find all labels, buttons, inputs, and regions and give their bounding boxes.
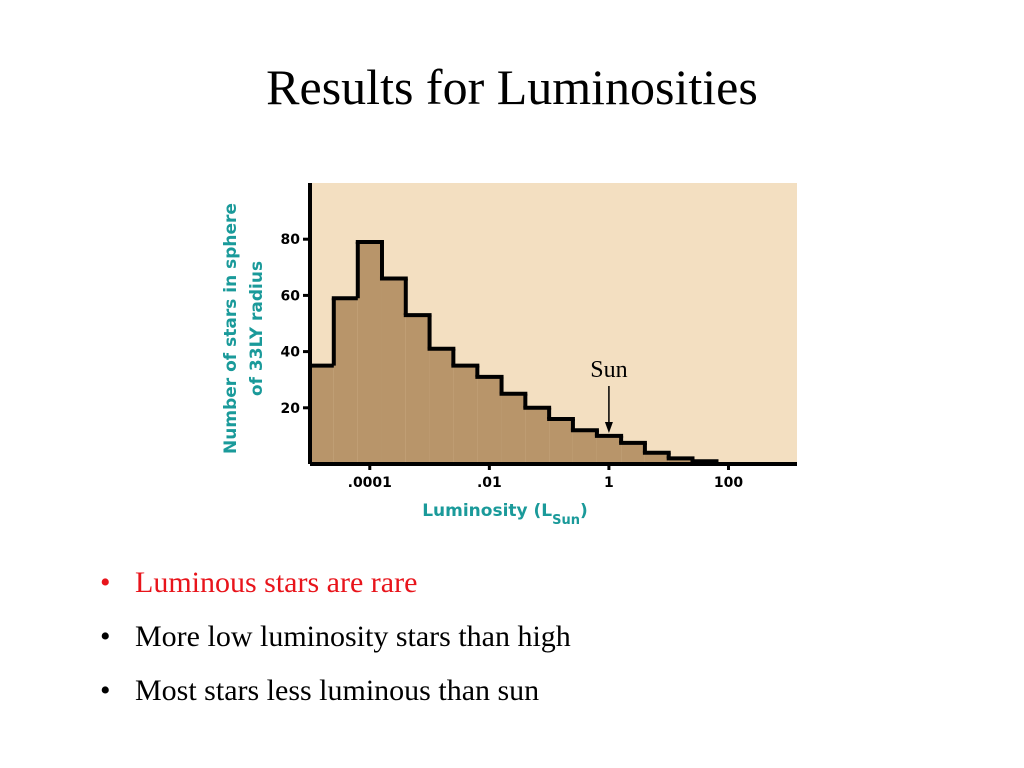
slide-title: Results for Luminosities <box>266 59 758 115</box>
x-axis-label-part: ) <box>580 501 588 521</box>
histogram-bar <box>453 365 478 464</box>
y-axis-label: of 33LY radius <box>247 261 267 396</box>
y-tick-label: 20 <box>281 401 301 417</box>
histogram-bar <box>405 315 430 464</box>
histogram-bar <box>477 376 502 464</box>
y-axis-label: Number of stars in sphere <box>221 203 241 454</box>
x-axis-label: Luminosity (LSun) <box>422 501 588 528</box>
histogram-bar <box>333 298 358 464</box>
x-tick-label: .01 <box>477 475 502 491</box>
histogram-bar <box>668 458 693 464</box>
histogram-bar <box>525 407 550 464</box>
histogram-bar <box>381 278 406 464</box>
x-tick-label: .0001 <box>348 475 392 491</box>
x-tick-label: 100 <box>714 475 743 491</box>
x-axis-label-part: Sun <box>552 513 580 528</box>
bullet-dot: • <box>100 674 111 707</box>
histogram-bar <box>310 365 334 464</box>
histogram-bar <box>596 435 622 464</box>
bullet-text: More low luminosity stars than high <box>135 620 571 653</box>
bullet-dot: • <box>100 566 111 599</box>
histogram-bar <box>549 419 573 464</box>
histogram-bar <box>429 348 454 464</box>
histogram-bar <box>572 430 597 464</box>
histogram-bar <box>357 242 382 464</box>
y-tick-label: 80 <box>281 232 301 248</box>
histogram-bar <box>501 393 526 464</box>
annotation-arrowhead <box>604 422 613 433</box>
annotation-text: Sun <box>590 357 627 383</box>
bullet-dot: • <box>100 620 111 653</box>
bullet-text: Most stars less luminous than sun <box>135 674 539 707</box>
y-tick-label: 40 <box>281 345 301 361</box>
histogram-bar <box>621 442 645 464</box>
histogram-bar <box>644 452 669 464</box>
bullet-text: Luminous stars are rare <box>135 566 417 599</box>
y-tick-label: 60 <box>281 288 301 304</box>
x-tick-label: 1 <box>604 475 614 491</box>
x-axis-label-part: Luminosity (L <box>422 501 552 521</box>
